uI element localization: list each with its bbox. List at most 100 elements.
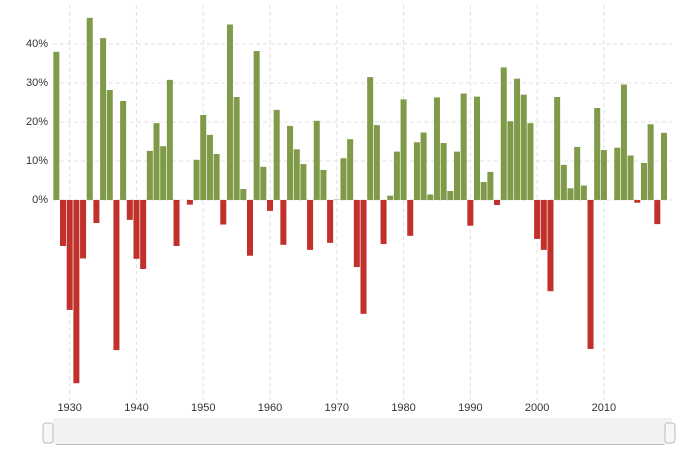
bar (273, 109, 280, 200)
bar (86, 17, 93, 200)
bar (347, 139, 354, 200)
bar (200, 114, 207, 200)
bar (527, 123, 534, 200)
y-tick-label: 30% (26, 77, 48, 89)
bar (587, 199, 594, 349)
bar (246, 199, 253, 256)
x-tick-label: 1990 (458, 402, 482, 414)
bar (647, 124, 654, 200)
bar (80, 199, 87, 259)
bar (500, 67, 507, 200)
bar (540, 199, 547, 250)
bar (267, 199, 274, 211)
x-tick-label: 1930 (57, 402, 81, 414)
bar (360, 199, 367, 314)
bar (387, 195, 394, 200)
bar (313, 120, 320, 200)
bar (233, 97, 240, 200)
bar (580, 185, 587, 200)
bar (140, 199, 147, 269)
x-tick-label: 1980 (391, 402, 415, 414)
bar (327, 199, 334, 243)
bar (260, 166, 267, 200)
bar (433, 97, 440, 200)
bar (160, 146, 167, 200)
bar (660, 132, 667, 200)
bar (420, 132, 427, 200)
navigator-handle-left[interactable] (42, 422, 54, 444)
x-tick-label: 2010 (592, 402, 616, 414)
x-tick-label: 1970 (325, 402, 349, 414)
bar (413, 142, 420, 200)
bar (146, 150, 153, 200)
bar (534, 199, 541, 239)
bar (407, 199, 414, 236)
bar (220, 199, 227, 225)
bar (480, 182, 487, 200)
bar (53, 51, 60, 200)
bar (213, 153, 220, 200)
y-tick-label: 40% (26, 38, 48, 50)
bar (193, 159, 200, 200)
bar (507, 121, 514, 200)
bar (100, 38, 107, 200)
y-tick-label: 20% (26, 116, 48, 128)
x-tick-label: 2000 (525, 402, 549, 414)
bar (307, 199, 314, 250)
bar (440, 143, 447, 200)
bar (253, 51, 260, 200)
x-tick-label: 1940 (124, 402, 148, 414)
bar (367, 77, 374, 200)
bar (66, 199, 73, 310)
bar (614, 147, 621, 200)
bar (380, 199, 387, 245)
navigator (53, 418, 672, 444)
bar (427, 194, 434, 200)
bar (453, 151, 460, 200)
y-tick-label: 0% (32, 194, 48, 206)
bar (494, 199, 501, 206)
bar (594, 107, 601, 200)
bar (206, 134, 213, 200)
bar (226, 24, 233, 200)
bar (133, 199, 140, 259)
bar (166, 79, 173, 200)
bar (560, 164, 567, 200)
bar (173, 199, 180, 246)
x-tick-label: 1960 (258, 402, 282, 414)
x-tick-label: 1950 (191, 402, 215, 414)
bar (600, 150, 607, 200)
bar (620, 84, 627, 200)
bar (353, 199, 360, 268)
bar (460, 93, 467, 200)
bar (293, 149, 300, 200)
bar (186, 199, 193, 205)
bar (287, 125, 294, 200)
bar (106, 90, 113, 200)
bar (514, 78, 521, 200)
bar (120, 100, 127, 200)
bar (547, 199, 554, 292)
bar (113, 199, 120, 351)
bar (320, 169, 327, 200)
bar (654, 199, 661, 225)
bar (153, 123, 160, 200)
bar (126, 199, 133, 220)
bar (487, 171, 494, 200)
bar (520, 94, 527, 200)
bar (640, 162, 647, 200)
navigator-handle-right[interactable] (664, 422, 676, 444)
bar (400, 99, 407, 200)
y-tick-label: 10% (26, 155, 48, 167)
bar (300, 164, 307, 200)
bar (73, 199, 80, 384)
bar (467, 199, 474, 226)
bar (474, 96, 481, 200)
bar (240, 189, 247, 200)
bar (554, 97, 561, 200)
bar (574, 146, 581, 200)
bar (393, 151, 400, 200)
bar (634, 199, 641, 203)
bar (567, 188, 574, 200)
bar (447, 190, 454, 200)
